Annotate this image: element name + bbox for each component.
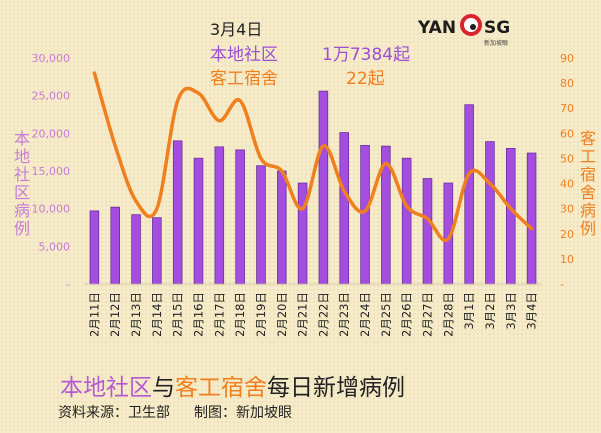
bar-2月26日 [401, 157, 412, 285]
y-right-tick-label: - [560, 278, 564, 291]
bar-2月15日 [172, 140, 183, 285]
x-tick-label: 2月26日 [400, 292, 414, 337]
x-tick-label: 2月15日 [171, 292, 185, 337]
y-right-tick-label: 80 [560, 77, 574, 90]
x-tick-label: 2月12日 [108, 292, 122, 337]
x-tick-label: 3月4日 [525, 292, 539, 330]
local-cases-value: 1万7384起 [322, 45, 411, 65]
bar-3月1日 [464, 104, 474, 285]
title-local-part: 本地社区 [60, 375, 152, 401]
y-left-tick-label: 20,000 [32, 127, 71, 140]
title-rest-part: 每日新增病例 [267, 375, 405, 401]
bar-3月4日 [526, 152, 537, 285]
y-left-tick-label: 30,000 [32, 52, 71, 65]
bar-3月2日 [485, 141, 495, 285]
x-tick-label: 2月13日 [129, 292, 143, 337]
y-left-tick-label: 15,000 [32, 165, 71, 178]
bar-2月17日 [214, 146, 225, 285]
x-tick-label: 3月1日 [462, 292, 476, 330]
x-tick-label: 2月11日 [87, 292, 101, 337]
bar-2月27日 [422, 178, 433, 285]
x-tick-label: 2月18日 [233, 292, 247, 337]
bar-2月12日 [110, 206, 120, 285]
bar-2月20日 [277, 170, 287, 285]
logo-subtext: 新加坡眼 [484, 40, 509, 47]
source-credit: 资料来源：卫生部 制图：新加坡眼 [58, 402, 292, 422]
x-tick-label: 3月3日 [504, 292, 518, 330]
y-left-tick-label: 10,000 [32, 203, 71, 216]
y-right-tick-label: 90 [560, 52, 574, 65]
x-tick-label: 2月14日 [150, 292, 164, 337]
y-left-tick-label: 25,000 [32, 90, 71, 103]
x-tick-label: 2月16日 [192, 292, 206, 337]
x-tick-label: 2月19日 [254, 292, 268, 337]
bar-2月24日 [360, 144, 370, 285]
title-connector: 与 [152, 375, 175, 401]
y-left-tick-label: 5,000 [39, 240, 71, 253]
y-right-tick-label: 10 [560, 253, 574, 266]
logo-text-left: YAN [418, 18, 457, 38]
date-label: 3月4日 [210, 20, 263, 39]
x-tick-label: 3月2日 [483, 292, 497, 330]
x-tick-label: 2月27日 [421, 292, 435, 337]
y-right-tick-label: 20 [560, 228, 574, 241]
dorm-cases-line [92, 71, 534, 243]
y-right-tick-label: 60 [560, 127, 574, 140]
source-text: 资料来源：卫生部 [58, 405, 170, 421]
x-tick-label: 2月21日 [296, 292, 310, 337]
x-tick-label: 2月25日 [379, 292, 393, 337]
y-axis-left-label: 本地社区病例 [11, 130, 30, 238]
bar-2月11日 [89, 210, 100, 285]
local-cases-label: 本地社区 [210, 45, 278, 65]
chart-title: 本地社区与客工宿舍每日新增病例 [60, 368, 405, 402]
x-tick-label: 2月22日 [316, 292, 330, 337]
bar-3月3日 [506, 147, 516, 285]
x-tick-label: 2月28日 [441, 292, 455, 337]
logo-eye-icon [460, 14, 482, 36]
bar-2月22日 [318, 90, 329, 285]
dorm-cases-value: 22起 [346, 69, 385, 89]
bar-2月13日 [131, 214, 141, 285]
y-right-tick-label: 40 [560, 178, 574, 191]
bar-2月19日 [256, 165, 266, 285]
bar-2月18日 [235, 149, 245, 285]
title-dorm-part: 客工宿舍 [175, 375, 267, 401]
logo-text-right: SG [484, 18, 511, 38]
bar-2月16日 [193, 157, 204, 285]
made-by-text: 制图：新加坡眼 [194, 405, 292, 421]
y-right-tick-label: 70 [560, 102, 574, 115]
y-axis-right-label: 客工宿舍病例 [577, 130, 596, 238]
x-tick-label: 2月17日 [212, 292, 226, 337]
brand-logo: YAN SG 新加坡眼 [418, 14, 528, 50]
x-tick-label: 2月20日 [275, 292, 289, 337]
bar-2月14日 [152, 217, 162, 285]
bar-2月23日 [339, 132, 349, 285]
y-right-tick-label: 30 [560, 203, 574, 216]
y-left-tick-label: - [66, 278, 70, 291]
y-right-tick-label: 50 [560, 152, 574, 165]
x-tick-label: 2月23日 [337, 292, 351, 337]
x-tick-label: 2月24日 [358, 292, 372, 337]
dorm-cases-label: 客工宿舍 [210, 69, 278, 89]
